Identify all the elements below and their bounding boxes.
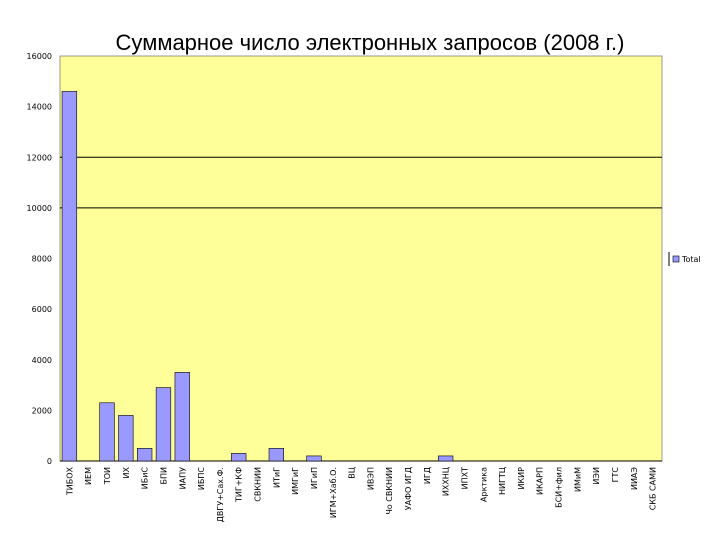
y-tick-label: 16000 — [27, 52, 52, 61]
x-tick-label: ИГД — [423, 467, 432, 484]
bar — [268, 448, 284, 462]
y-tick-label: 12000 — [27, 153, 52, 162]
bar — [438, 455, 454, 462]
x-tick-label: ТИБОХ — [65, 466, 74, 496]
x-tick-label: ИЕМ — [84, 467, 93, 485]
bar — [137, 448, 153, 462]
bar — [306, 455, 322, 462]
x-tick-label: ДВГУ+Сах.Ф. — [216, 467, 225, 522]
y-tick-label: 8000 — [32, 255, 52, 264]
x-tick-label: ИБиС — [141, 467, 150, 490]
plot-area — [59, 55, 663, 462]
y-tick-label: 14000 — [27, 103, 52, 112]
x-tick-label: ТИГ+КФ — [235, 467, 244, 503]
bar — [231, 453, 247, 462]
legend-swatch — [672, 255, 680, 263]
legend: Total — [668, 252, 701, 266]
x-tick-label: ГТС — [611, 467, 620, 483]
y-tick-label: 0 — [47, 457, 52, 466]
x-tick-label: Арктика — [479, 467, 488, 502]
bar — [99, 402, 115, 462]
x-tick-label: ИПХТ — [460, 467, 469, 489]
x-tick-label: ИКИР — [517, 467, 526, 490]
x-tick-label: НИГТЦ — [498, 467, 507, 495]
bar — [155, 387, 172, 462]
y-tick-label: 6000 — [32, 305, 52, 314]
x-tick-label: БСИ+фил — [555, 467, 564, 508]
y-tick-labels: 0 2000 4000 6000 8000 10000 12000 14000 16000 — [27, 52, 52, 466]
x-tick-label: ИТиГ — [272, 467, 281, 488]
x-tick-label: БПИ — [159, 467, 168, 485]
bar-layer — [61, 91, 454, 462]
bar — [118, 415, 134, 462]
x-tick-label: ИИАЭ — [630, 467, 639, 490]
x-tick-label: СВКНИИ — [254, 467, 263, 502]
x-tick-label: ИМиМ — [573, 467, 582, 492]
x-tick-label: ИБПС — [197, 467, 206, 490]
x-tick-label: ИГиП — [310, 467, 319, 489]
x-tick-label: Чо СВКНИИ — [385, 467, 394, 515]
x-tick-label: ИГМ+Хаб.О. — [329, 467, 338, 518]
x-tick-label: ИХХНЦ — [442, 467, 451, 496]
x-tick-label: ИЭИ — [592, 467, 601, 485]
chart-title: Суммарное число электронных запросов (20… — [115, 30, 625, 55]
x-tick-label: ТОИ — [103, 467, 112, 485]
x-tick-label: ВЦ — [348, 467, 357, 479]
bar — [61, 91, 78, 462]
x-tick-label: ИКАРП — [536, 467, 545, 495]
y-tick-label: 2000 — [32, 406, 52, 415]
x-tick-label: ИАПУ — [178, 467, 187, 489]
grid-layer — [60, 156, 662, 209]
x-tick-labels: ТИБОХ ИЕМ ТОИ ИХ ИБиС БПИ ИАПУ ИБПС ДВГУ+Сах.Ф. Т… — [65, 466, 657, 522]
bar — [174, 372, 190, 462]
x-tick-label: ИВЭП — [366, 467, 375, 490]
legend-label: Total — [681, 255, 701, 264]
y-tick-label: 4000 — [32, 356, 52, 365]
x-tick-label: УАФО ИГД — [404, 467, 413, 510]
x-tick-label: ИХ — [122, 466, 131, 478]
y-tick-label: 10000 — [27, 204, 52, 213]
x-tick-label: ИМГиГ — [291, 467, 300, 495]
x-tick-label: СКБ САМИ — [649, 467, 658, 510]
